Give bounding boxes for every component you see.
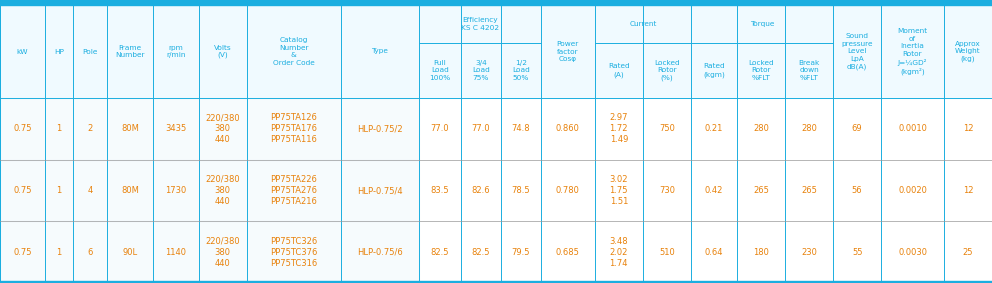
Text: 230: 230 [802,248,817,257]
Text: 0.21: 0.21 [704,124,723,133]
Text: 82.5: 82.5 [431,248,449,257]
Text: 25: 25 [962,248,973,257]
Text: 83.5: 83.5 [431,186,449,195]
Text: 78.5: 78.5 [511,186,530,195]
Text: 220/380
380
440: 220/380 380 440 [205,237,240,268]
Bar [0,5,992,98]
Text: Full
Load
100%: Full Load 100% [430,60,450,81]
Text: 265: 265 [753,186,769,195]
Bar [0,0,992,5]
Text: 82.6: 82.6 [471,186,490,195]
Text: 69: 69 [852,124,862,133]
Text: Efficiency
KS C 4202: Efficiency KS C 4202 [460,17,499,31]
Text: 0.0010: 0.0010 [898,124,927,133]
Text: Sound
pressure
Level
LpA
dB(A): Sound pressure Level LpA dB(A) [841,33,873,70]
Text: 2: 2 [87,124,93,133]
Text: Power
factor
Cosφ: Power factor Cosφ [557,41,578,62]
Text: PP75TA226
PP75TA276
PP75TA216: PP75TA226 PP75TA276 PP75TA216 [270,175,317,206]
Text: 77.0: 77.0 [431,124,449,133]
Text: 82.5: 82.5 [472,248,490,257]
Bar [0,160,419,221]
Text: 80M: 80M [121,186,139,195]
Text: 1: 1 [57,248,62,257]
Bar [0,221,419,283]
Text: 12: 12 [962,186,973,195]
Text: 0.42: 0.42 [704,186,723,195]
Text: 55: 55 [852,248,862,257]
Text: Torque: Torque [750,21,774,27]
Text: 265: 265 [802,186,817,195]
Text: 77.0: 77.0 [471,124,490,133]
Bar [0,281,992,283]
Text: HLP-0.75/6: HLP-0.75/6 [357,248,403,257]
Text: 3/4
Load
75%: 3/4 Load 75% [472,60,490,81]
Text: 1: 1 [57,186,62,195]
Text: 6: 6 [87,248,93,257]
Text: Type: Type [371,48,388,55]
Text: 12: 12 [962,124,973,133]
Text: 750: 750 [659,124,675,133]
Text: Frame
Number: Frame Number [115,45,145,58]
Text: Catalog
Number
&
Order Code: Catalog Number & Order Code [273,37,314,66]
Text: 0.75: 0.75 [13,186,32,195]
Text: Locked
Rotor
%FLT: Locked Rotor %FLT [748,60,774,81]
Text: 0.75: 0.75 [13,124,32,133]
Text: 1730: 1730 [165,186,186,195]
Text: Pole: Pole [82,48,98,55]
Text: Break
down
%FLT: Break down %FLT [799,60,819,81]
Text: Current: Current [629,21,657,27]
Text: HP: HP [54,48,64,55]
Text: 79.5: 79.5 [512,248,530,257]
Text: 90L: 90L [122,248,138,257]
Text: 3.02
1.75
1.51: 3.02 1.75 1.51 [609,175,628,206]
Text: 730: 730 [659,186,675,195]
Text: 4: 4 [87,186,93,195]
Text: 0.780: 0.780 [556,186,579,195]
Text: HLP-0.75/2: HLP-0.75/2 [357,124,403,133]
Text: 280: 280 [802,124,817,133]
Text: 0.860: 0.860 [556,124,579,133]
Text: Rated
(kgm): Rated (kgm) [703,63,725,78]
Text: 1: 1 [57,124,62,133]
Text: Locked
Rotor
(%): Locked Rotor (%) [654,60,680,81]
Text: 220/380
380
440: 220/380 380 440 [205,113,240,144]
Text: Approx
Weight
(kg): Approx Weight (kg) [955,41,981,62]
Text: HLP-0.75/4: HLP-0.75/4 [357,186,403,195]
Text: 74.8: 74.8 [511,124,530,133]
Text: PP75TA126
PP75TA176
PP75TA116: PP75TA126 PP75TA176 PP75TA116 [270,113,317,144]
Text: 0.685: 0.685 [556,248,579,257]
Text: 1140: 1140 [166,248,186,257]
Text: 0.0020: 0.0020 [898,186,927,195]
Text: 56: 56 [852,186,862,195]
Text: 1/2
Load
50%: 1/2 Load 50% [512,60,530,81]
Text: 3435: 3435 [165,124,186,133]
Text: Moment
of
Inertia
Rotor
J=¼GD²
(kgm²): Moment of Inertia Rotor J=¼GD² (kgm²) [898,28,928,75]
Text: 0.75: 0.75 [13,248,32,257]
Text: 80M: 80M [121,124,139,133]
Text: 2.97
1.72
1.49: 2.97 1.72 1.49 [609,113,628,144]
Text: 220/380
380
440: 220/380 380 440 [205,175,240,206]
Text: 0.0030: 0.0030 [898,248,928,257]
Bar [0,98,419,160]
Text: Volts
(V): Volts (V) [214,44,231,59]
Text: 180: 180 [753,248,769,257]
Text: 280: 280 [753,124,769,133]
Text: PP75TC326
PP75TC376
PP75TC316: PP75TC326 PP75TC376 PP75TC316 [270,237,317,268]
Text: 0.64: 0.64 [704,248,723,257]
Text: rpm
r/min: rpm r/min [166,45,186,58]
Text: 510: 510 [659,248,675,257]
Text: Rated
(A): Rated (A) [608,63,630,78]
Text: kW: kW [17,48,28,55]
Text: 3.48
2.02
1.74: 3.48 2.02 1.74 [609,237,628,268]
